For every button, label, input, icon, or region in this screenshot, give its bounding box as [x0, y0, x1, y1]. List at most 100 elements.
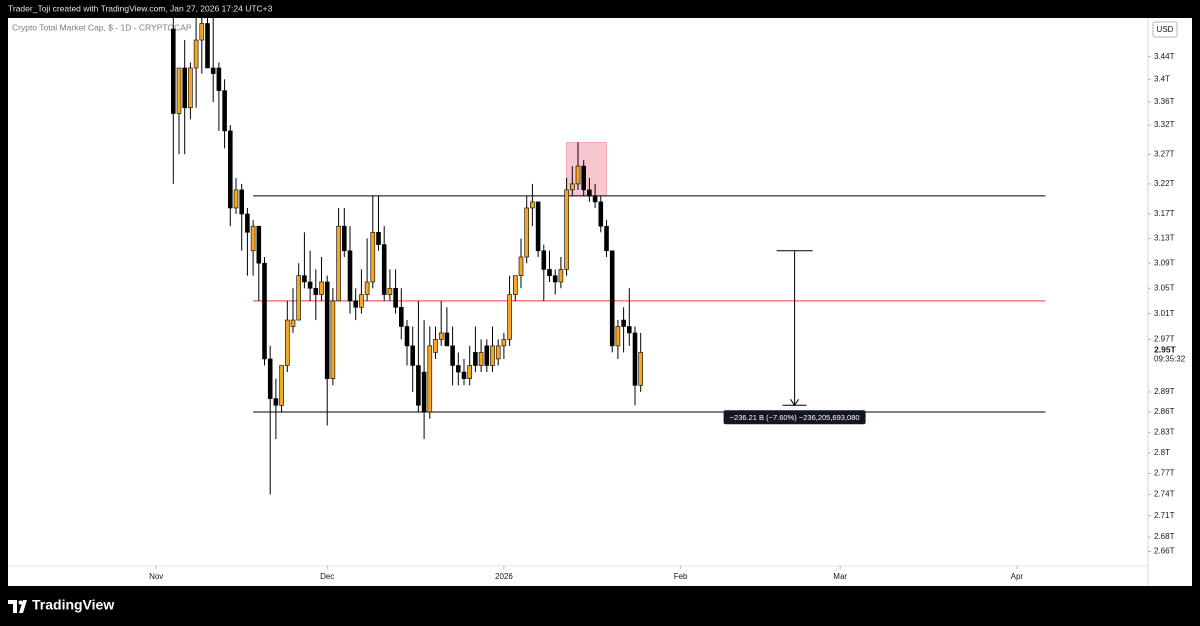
y-tick-label: 3.09T: [1154, 258, 1175, 267]
y-tick-label: 3.36T: [1154, 97, 1175, 106]
measure-arrow: [790, 399, 800, 407]
candle-body: [581, 165, 586, 191]
candle-body: [359, 294, 364, 308]
y-tick-label: 2.89T: [1154, 387, 1175, 396]
candle-body: [324, 281, 330, 379]
chart-title: Crypto Total Market Cap, $ - 1D - CRYPTO…: [12, 22, 192, 32]
candle-body: [279, 365, 284, 406]
candle-body: [216, 67, 222, 91]
chart-panel: [8, 18, 1192, 586]
y-tick-label: 3.4T: [1154, 74, 1170, 83]
tradingview-logo: [8, 600, 27, 613]
candle-body: [507, 294, 512, 340]
x-tick-label: Mar: [833, 572, 847, 581]
candle-body: [250, 225, 256, 252]
candle-body: [342, 225, 347, 252]
candle-body: [632, 332, 638, 386]
candle-body: [604, 225, 609, 252]
currency: USD: [1157, 25, 1174, 34]
candle-body: [393, 287, 398, 308]
candle-body: [638, 352, 643, 386]
candle-body: [490, 345, 495, 366]
candle-body: [547, 269, 552, 276]
candle-body: [273, 398, 279, 406]
candle-body: [564, 189, 569, 270]
candle-body: [621, 319, 626, 327]
y-tick-label: 2.74T: [1154, 490, 1175, 499]
candle-body: [364, 281, 370, 295]
candle-body: [461, 371, 467, 379]
candle-body: [319, 281, 324, 295]
y-tick-label: 3.05T: [1154, 283, 1175, 292]
measure-label: −236.21 B (−7.60%) −236,205,693,080: [730, 413, 860, 422]
candle-body: [456, 365, 461, 373]
candle-body: [433, 339, 438, 353]
candle-body: [262, 262, 267, 360]
y-tick-label: 2.66T: [1154, 547, 1175, 556]
candle-body: [330, 300, 336, 379]
candle-body: [222, 90, 227, 132]
header-text: Trader_Toji created with TradingView.com…: [8, 3, 273, 13]
candle-body: [416, 365, 421, 406]
candle-body: [558, 269, 564, 283]
candle-body: [285, 319, 290, 366]
candle-body: [182, 67, 187, 109]
candle-body: [302, 275, 307, 283]
last-price-box: [1150, 344, 1192, 365]
y-tick-label: 3.27T: [1154, 149, 1175, 158]
measure-label-box: [723, 410, 866, 425]
candle-body: [188, 67, 193, 109]
candle-body: [171, 28, 176, 114]
y-tick-label: 2.77T: [1154, 469, 1175, 478]
candle-body: [399, 306, 404, 327]
y-tick-label: 3.13T: [1154, 234, 1175, 243]
candle-body: [552, 275, 558, 283]
candle-body: [410, 345, 415, 366]
candle-body: [587, 189, 592, 197]
last-price-label: 2.95T: [1154, 345, 1177, 355]
candle-body: [233, 189, 239, 209]
candle-body: [347, 250, 353, 302]
y-tick-label: 2.97T: [1154, 335, 1175, 344]
candle-body: [313, 287, 319, 295]
candle-body: [444, 332, 450, 347]
candle-body: [296, 275, 301, 321]
y-tick-label: 3.32T: [1154, 120, 1175, 129]
y-tick-label: 3.22T: [1154, 179, 1175, 188]
candle-body: [570, 183, 575, 191]
y-tick-label: 2.8T: [1154, 448, 1170, 457]
x-tick-label: Apr: [1011, 572, 1024, 581]
x-tick-label: Feb: [674, 572, 688, 581]
candle-body: [205, 23, 210, 69]
candle-body: [609, 250, 615, 347]
candle-body: [290, 319, 296, 327]
candle-body: [450, 345, 455, 366]
currency-box: [1152, 21, 1178, 38]
y-tick-label: 3.44T: [1154, 52, 1175, 61]
candle-body: [592, 195, 598, 203]
candle-body: [193, 39, 199, 69]
candle-body: [501, 339, 507, 347]
y-tick-label: 2.83T: [1154, 427, 1175, 436]
y-tick-label: 2.68T: [1154, 532, 1175, 541]
plot: [171, 18, 1046, 495]
overlay: 3.44T 3.4T 3.36T 3.32T 3.27T 3.22T 3.17T 3.13T 3…: [149, 52, 1192, 581]
candle-body: [387, 287, 393, 295]
x-tick-label: Dec: [320, 572, 334, 581]
candle-body: [467, 365, 472, 379]
x-tick-label: 2026: [495, 572, 513, 581]
candle-body: [484, 345, 490, 366]
candle-body: [256, 225, 262, 264]
candle-body: [495, 345, 501, 360]
candle-body: [427, 345, 433, 413]
candle-body: [541, 250, 547, 270]
y-tick-label: 2.86T: [1154, 407, 1175, 416]
candle-body: [524, 207, 529, 258]
candle-body: [615, 326, 621, 347]
candle-body: [535, 201, 541, 252]
candle-body: [627, 326, 632, 334]
candle-body: [518, 256, 524, 276]
candle-body: [353, 300, 358, 308]
